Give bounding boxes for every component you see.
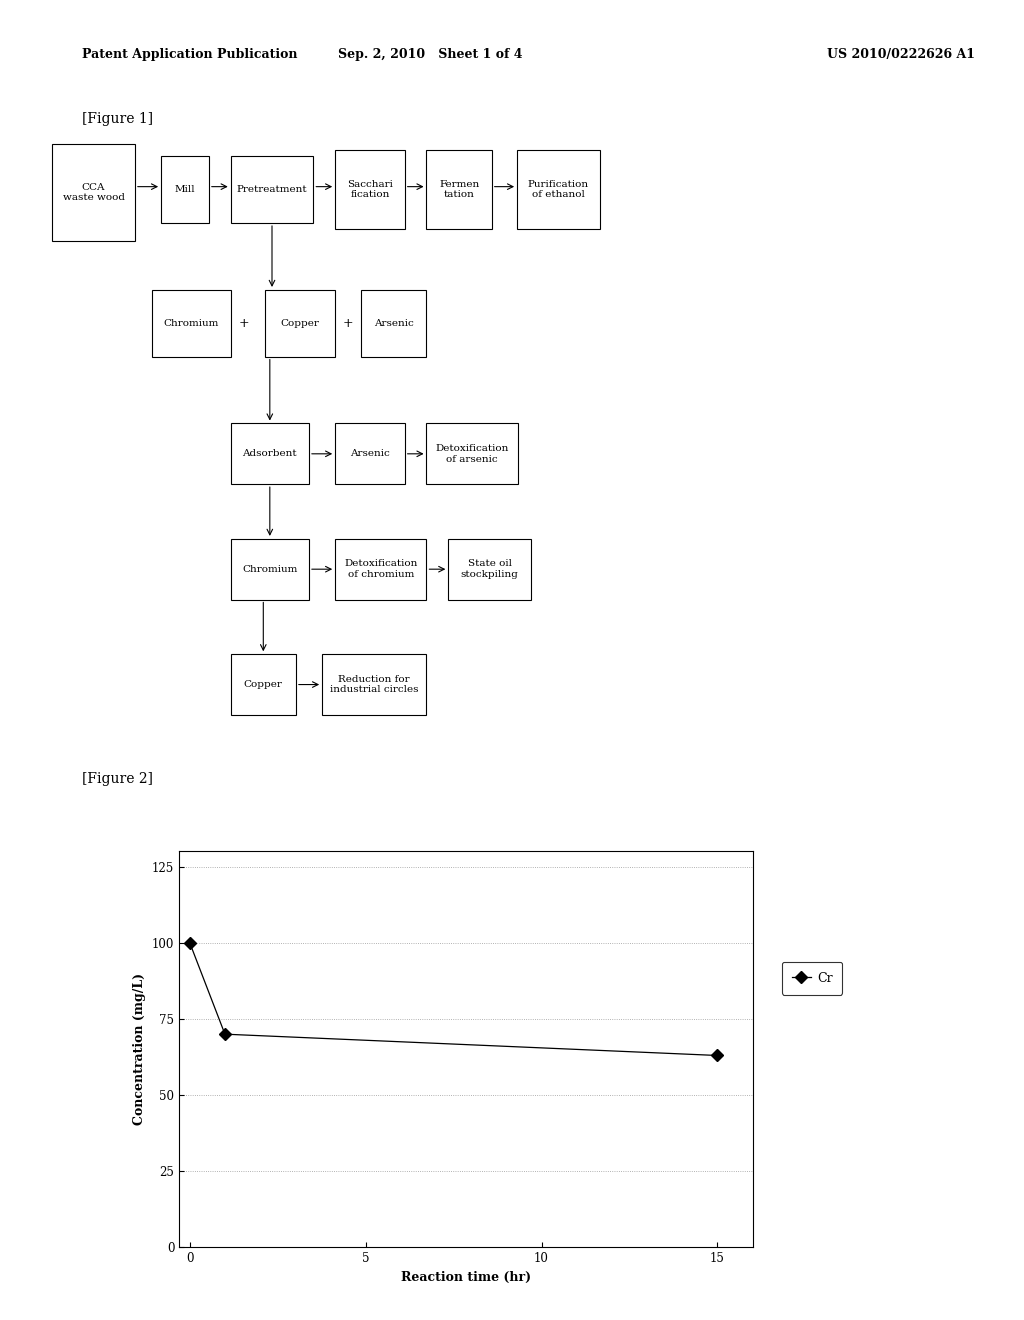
Legend: Cr: Cr xyxy=(782,961,843,995)
FancyBboxPatch shape xyxy=(361,290,426,356)
Text: [Figure 1]: [Figure 1] xyxy=(82,112,153,127)
Text: Arsenic: Arsenic xyxy=(350,449,390,458)
FancyBboxPatch shape xyxy=(265,290,335,356)
FancyBboxPatch shape xyxy=(52,144,135,242)
FancyBboxPatch shape xyxy=(517,150,600,230)
FancyBboxPatch shape xyxy=(322,655,426,715)
Text: Detoxification
of chromium: Detoxification of chromium xyxy=(344,560,418,579)
FancyBboxPatch shape xyxy=(153,290,230,356)
Text: Patent Application Publication: Patent Application Publication xyxy=(82,48,297,61)
FancyBboxPatch shape xyxy=(449,539,530,599)
Text: Pretreatment: Pretreatment xyxy=(237,185,307,194)
Text: Reduction for
industrial circles: Reduction for industrial circles xyxy=(330,675,419,694)
Text: US 2010/0222626 A1: US 2010/0222626 A1 xyxy=(827,48,975,61)
Text: Sacchari
fication: Sacchari fication xyxy=(347,180,393,199)
Text: +: + xyxy=(239,317,249,330)
Text: Chromium: Chromium xyxy=(164,318,219,327)
Text: [Figure 2]: [Figure 2] xyxy=(82,772,153,787)
Text: Arsenic: Arsenic xyxy=(374,318,414,327)
FancyBboxPatch shape xyxy=(230,424,309,484)
Text: Chromium: Chromium xyxy=(242,565,298,574)
Text: Purification
of ethanol: Purification of ethanol xyxy=(527,180,589,199)
Text: Copper: Copper xyxy=(281,318,319,327)
FancyBboxPatch shape xyxy=(335,424,404,484)
Text: State oil
stockpiling: State oil stockpiling xyxy=(461,560,518,579)
Text: Copper: Copper xyxy=(244,680,283,689)
FancyBboxPatch shape xyxy=(161,156,209,223)
Y-axis label: Concentration (mg/L): Concentration (mg/L) xyxy=(133,973,146,1126)
FancyBboxPatch shape xyxy=(426,424,518,484)
FancyBboxPatch shape xyxy=(335,539,426,599)
Text: Fermen
tation: Fermen tation xyxy=(439,180,479,199)
FancyBboxPatch shape xyxy=(335,150,404,230)
Text: Detoxification
of arsenic: Detoxification of arsenic xyxy=(435,444,509,463)
FancyBboxPatch shape xyxy=(230,539,309,599)
FancyBboxPatch shape xyxy=(230,156,313,223)
X-axis label: Reaction time (hr): Reaction time (hr) xyxy=(400,1271,531,1284)
FancyBboxPatch shape xyxy=(230,655,296,715)
Text: Sep. 2, 2010   Sheet 1 of 4: Sep. 2, 2010 Sheet 1 of 4 xyxy=(338,48,522,61)
Text: Adsorbent: Adsorbent xyxy=(243,449,297,458)
FancyBboxPatch shape xyxy=(426,150,492,230)
Text: CCA
waste wood: CCA waste wood xyxy=(62,183,125,202)
Text: Mill: Mill xyxy=(175,185,196,194)
Text: +: + xyxy=(343,317,353,330)
